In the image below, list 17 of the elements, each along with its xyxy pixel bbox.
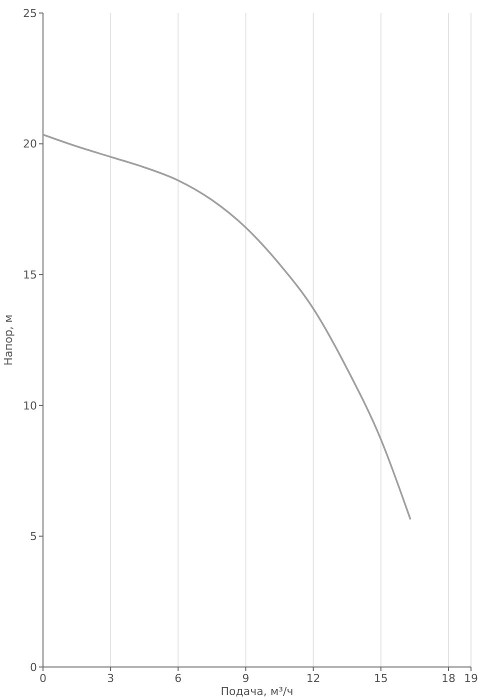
y-tick-label: 5 bbox=[30, 530, 37, 544]
y-tick-label: 20 bbox=[23, 138, 37, 151]
y-tick-label: 0 bbox=[30, 660, 37, 674]
x-tick-label: 19 bbox=[464, 672, 478, 685]
line-series bbox=[42, 134, 412, 520]
x-axis-title: Подача, м³/ч bbox=[220, 685, 294, 698]
x-tick-label: 6 bbox=[174, 672, 182, 685]
x-tick-label: 15 bbox=[374, 672, 388, 685]
x-tick-label: 9 bbox=[242, 672, 250, 685]
y-tick-label: 25 bbox=[23, 6, 37, 20]
y-tick-label: 15 bbox=[23, 268, 37, 282]
y-axis-title: Напор, м bbox=[2, 314, 15, 366]
x-tick-label: 0 bbox=[40, 672, 46, 685]
y-tick-label: 10 bbox=[23, 399, 37, 412]
x-tick-label: 18 bbox=[441, 672, 456, 685]
x-tick-label: 12 bbox=[306, 672, 320, 685]
x-tick-label: 3 bbox=[107, 672, 114, 685]
